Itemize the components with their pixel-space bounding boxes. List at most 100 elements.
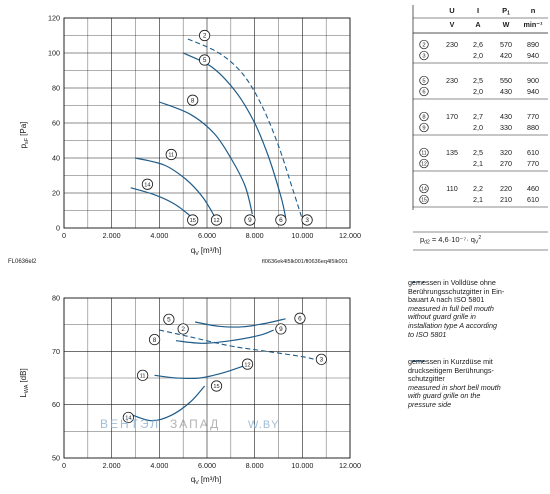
table-row-marker-circle bbox=[419, 158, 429, 169]
curve-marker-9: 9 bbox=[275, 323, 287, 335]
bottom-xtick-label-0: 0 bbox=[62, 461, 66, 470]
watermark-text-3: W.BY bbox=[248, 419, 280, 431]
table-cell-P: 210 bbox=[500, 195, 512, 204]
legend-dashed-de-1: gemessen in Volldüse ohne bbox=[408, 278, 496, 287]
table-row-14: 14 110 2,2 220 460 bbox=[419, 183, 539, 194]
bottom-ytick-label-1: 60 bbox=[52, 400, 60, 409]
curve-marker-circle-8 bbox=[187, 94, 199, 106]
legend-solid-en-2: with guard grille on the bbox=[408, 391, 481, 401]
bottom-ytick-label-0: 50 bbox=[52, 454, 60, 463]
curve-marker-circle-2 bbox=[177, 323, 189, 335]
bottom-xlabel-unit: [m³/h] bbox=[201, 475, 221, 484]
formula-symbol: p bbox=[420, 235, 424, 244]
table-cell-I: 2,1 bbox=[473, 195, 483, 204]
table-cell-n: 900 bbox=[527, 76, 539, 85]
curve-marker-5: 5 bbox=[163, 313, 175, 325]
table-cell-P: 420 bbox=[500, 51, 512, 60]
table-row-12: 12 2,1 270 770 bbox=[419, 158, 539, 169]
table-cell-n: 940 bbox=[527, 51, 539, 60]
top-ytick-label-1: 20 bbox=[52, 189, 60, 198]
legend-dashed: gemessen in Volldüse ohne Berührungsschu… bbox=[408, 278, 504, 339]
legend-solid-de-3: schutzgitter bbox=[408, 374, 445, 384]
table-cell-I: 2,0 bbox=[473, 123, 483, 132]
legend-line-samples bbox=[412, 281, 424, 362]
table-row-8: 8 170 2,7 430 770 bbox=[419, 111, 539, 122]
curve-marker-label-2: 2 bbox=[203, 33, 207, 40]
curve-marker-circle-3 bbox=[315, 353, 327, 365]
top-ytick-label-6: 120 bbox=[48, 14, 60, 23]
table-cell-P: 570 bbox=[500, 40, 512, 49]
bottom-ylabel-sub: WA bbox=[24, 384, 30, 393]
bottom-series-5 bbox=[194, 318, 286, 328]
table-cell-U: 135 bbox=[446, 148, 458, 157]
curve-marker-6: 6 bbox=[294, 312, 306, 324]
legend-dashed-de-3: bauart A nach ISO 5801 bbox=[408, 295, 485, 305]
table-row-11: 11 135 2,5 320 610 bbox=[419, 147, 539, 158]
table-cell-I: 2,0 bbox=[473, 51, 483, 60]
figure-code: FL0636el2 bbox=[8, 259, 37, 265]
table-cell-I: 2,6 bbox=[473, 40, 483, 49]
curve-marker-label-12: 12 bbox=[213, 218, 219, 224]
legend-solid-de-1: gemessen in Kurzdüse mit bbox=[408, 357, 493, 366]
table-row-marker-label: 9 bbox=[422, 125, 425, 131]
curve-marker-label-5: 5 bbox=[167, 317, 171, 324]
bottom-series-11 bbox=[154, 364, 248, 380]
table-unit-0: V bbox=[450, 20, 455, 29]
table-row-marker-label: 14 bbox=[421, 186, 427, 192]
top-xtick-label-1: 2.000 bbox=[103, 231, 121, 240]
curve-marker-circle-11 bbox=[137, 369, 149, 381]
legend-dashed-en-1: measured in full bell mouth bbox=[408, 303, 494, 313]
top-ylabel-unit: [Pa] bbox=[19, 122, 28, 136]
legend-solid-de-2: druckseitigem Berührungs- bbox=[408, 365, 494, 375]
bottom-ytick-label-2: 70 bbox=[52, 347, 60, 356]
table-row-marker-circle bbox=[419, 75, 429, 86]
top-xlabel-main: q bbox=[191, 246, 195, 255]
bottom-xtick-label-5: 10.000 bbox=[291, 461, 313, 470]
curve-marker-label-3: 3 bbox=[305, 217, 309, 224]
table-cell-U: 110 bbox=[446, 184, 457, 193]
table-header-0: U bbox=[449, 6, 454, 15]
curve-marker-label-5: 5 bbox=[203, 57, 207, 64]
top-ytick-label-0: 0 bbox=[56, 224, 60, 233]
table-row-5: 5 230 2,5 550 900 bbox=[419, 75, 539, 86]
curve-marker-5: 5 bbox=[199, 54, 211, 66]
table-row-6: 6 2,0 430 940 bbox=[419, 86, 539, 97]
curve-marker-label-9: 9 bbox=[279, 326, 283, 333]
curve-marker-14: 14 bbox=[122, 411, 134, 424]
table-cell-n: 940 bbox=[527, 87, 539, 96]
curve-marker-15: 15 bbox=[187, 214, 199, 226]
table-row-marker-circle bbox=[419, 183, 429, 194]
legend-dashed-en-2: without guard grille in bbox=[408, 312, 476, 322]
table-cell-I: 2,2 bbox=[473, 184, 483, 193]
bottom-ylabel-unit: [dB] bbox=[19, 368, 28, 382]
curve-marker-circle-6 bbox=[275, 214, 287, 226]
top-series-5 bbox=[182, 52, 287, 218]
bottom-xlabel: qV [m³/h] bbox=[191, 475, 222, 486]
curve-marker-label-8: 8 bbox=[191, 97, 195, 104]
bottom-ylabel: LWA [dB] bbox=[19, 368, 30, 397]
table-unit-1: A bbox=[475, 20, 480, 29]
curve-marker-circle-6 bbox=[294, 312, 306, 324]
table-cell-n: 770 bbox=[527, 112, 539, 121]
curve-marker-label-2: 2 bbox=[181, 326, 185, 333]
curve-marker-circle-15 bbox=[187, 214, 199, 226]
table-cell-U: 170 bbox=[446, 112, 458, 121]
table-cell-I: 2,1 bbox=[473, 159, 483, 168]
table-row-marker-label: 8 bbox=[422, 114, 425, 120]
top-ytick-label-2: 40 bbox=[52, 154, 60, 163]
table-cell-n: 460 bbox=[527, 184, 539, 193]
legend-solid-en-3: pressure side bbox=[408, 399, 452, 409]
svg-text:psF[Pa]: psF[Pa] bbox=[19, 122, 30, 149]
curve-marker-circle-9 bbox=[275, 323, 287, 335]
table-unit-3: min⁻¹ bbox=[524, 20, 544, 29]
table-row-marker-label: 3 bbox=[422, 53, 425, 59]
curve-marker-label-3: 3 bbox=[320, 357, 324, 364]
table-row-marker-circle bbox=[419, 39, 429, 50]
top-series-8 bbox=[159, 101, 253, 215]
curve-marker-circle-14 bbox=[141, 178, 154, 190]
curve-marker-circle-15 bbox=[210, 380, 223, 392]
curve-marker-3: 3 bbox=[315, 353, 327, 365]
curve-marker-label-8: 8 bbox=[153, 337, 157, 344]
formula-exponent: 2 bbox=[478, 235, 481, 241]
